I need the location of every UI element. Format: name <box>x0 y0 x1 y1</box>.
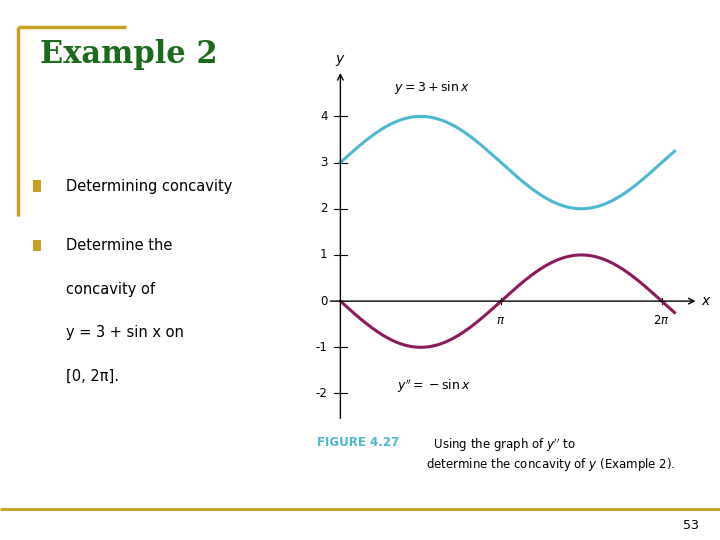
Text: Using the graph of $y''$ to
determine the concavity of $y$ (Example 2).: Using the graph of $y''$ to determine th… <box>426 436 675 473</box>
Text: Determining concavity: Determining concavity <box>66 179 233 193</box>
Text: Determine the: Determine the <box>66 238 173 253</box>
Text: -1: -1 <box>316 341 328 354</box>
Text: $y$: $y$ <box>335 53 346 68</box>
Text: FIGURE 4.27: FIGURE 4.27 <box>317 436 399 449</box>
Text: y = 3 + sin x on: y = 3 + sin x on <box>66 326 184 340</box>
Text: $2\pi$: $2\pi$ <box>653 314 670 327</box>
Text: 3: 3 <box>320 156 328 169</box>
Text: 2: 2 <box>320 202 328 215</box>
Text: 0: 0 <box>320 295 328 308</box>
Text: concavity of: concavity of <box>66 282 156 297</box>
Text: Example 2: Example 2 <box>40 39 217 70</box>
Bar <box>33 240 41 252</box>
Text: $\pi$: $\pi$ <box>497 314 505 327</box>
Text: -2: -2 <box>316 387 328 400</box>
Bar <box>33 180 41 192</box>
Text: $x$: $x$ <box>701 294 711 308</box>
Text: 1: 1 <box>320 248 328 261</box>
Text: 53: 53 <box>683 519 698 532</box>
Text: [0, 2π].: [0, 2π]. <box>66 369 120 384</box>
Text: $y'' = -\sin x$: $y'' = -\sin x$ <box>397 377 470 395</box>
Text: $y = 3 + \sin x$: $y = 3 + \sin x$ <box>394 79 470 96</box>
Text: 4: 4 <box>320 110 328 123</box>
